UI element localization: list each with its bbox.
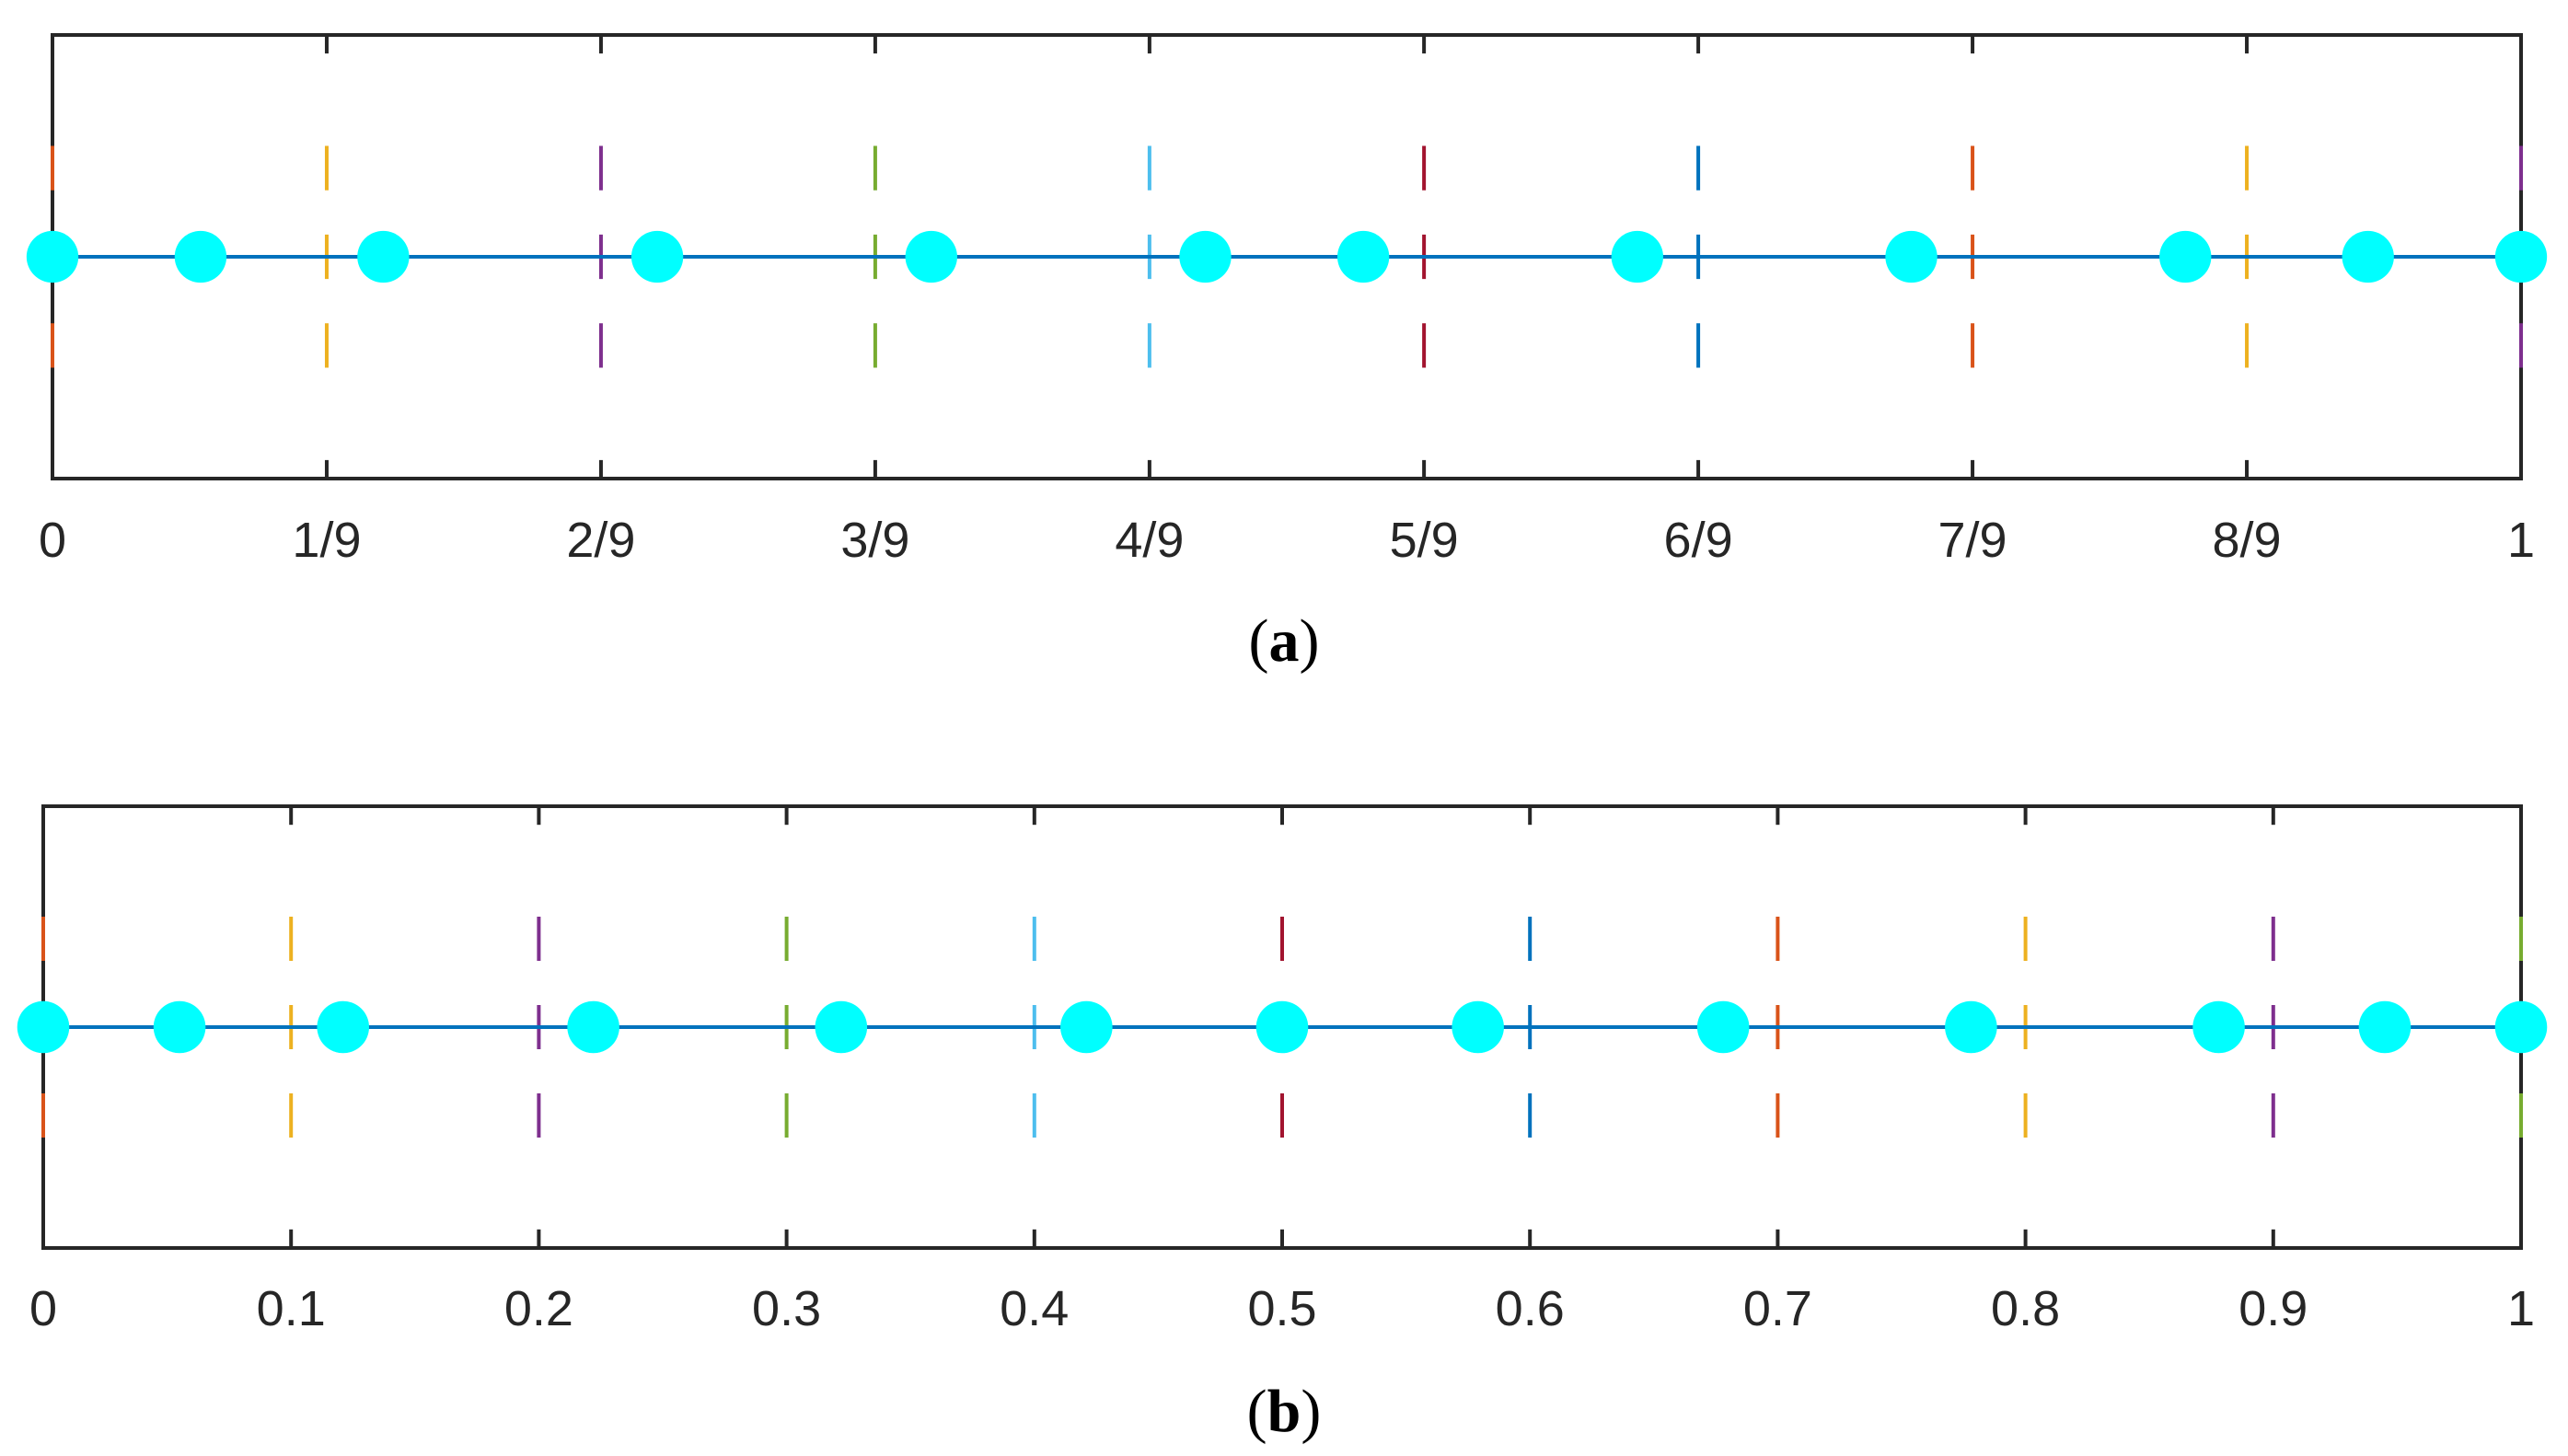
point-b-0 xyxy=(17,1000,70,1054)
point-b-6 xyxy=(1255,1000,1309,1054)
points-a xyxy=(26,230,2548,283)
panel-a: 0 1/9 2/9 3/9 4/9 5/9 6/9 7/9 8/9 1 (a) xyxy=(26,33,2548,675)
tick-label-b-10: 1 xyxy=(2507,1281,2535,1336)
tick-label-a-8: 8/9 xyxy=(2212,513,2281,568)
panel-b: 0 0.1 0.2 0.3 0.4 0.5 0.6 0.7 0.8 0.9 1 (b) xyxy=(17,804,2548,1445)
tick-marks-a xyxy=(51,35,2523,479)
point-b-2 xyxy=(317,1000,369,1054)
tick-label-b-4: 0.4 xyxy=(1000,1281,1069,1336)
tick-label-b-7: 0.7 xyxy=(1743,1281,1812,1336)
point-b-10 xyxy=(2192,1000,2245,1054)
point-a-0 xyxy=(26,230,79,283)
caption-a: (a) xyxy=(1249,607,1320,675)
point-a-10 xyxy=(2342,230,2394,283)
tick-label-a-6: 6/9 xyxy=(1664,513,1733,568)
point-a-2 xyxy=(357,230,410,283)
point-b-11 xyxy=(2358,1000,2412,1054)
tick-label-b-6: 0.6 xyxy=(1496,1281,1565,1336)
point-b-9 xyxy=(1945,1000,1997,1054)
point-a-1 xyxy=(174,230,227,283)
tick-label-b-8: 0.8 xyxy=(1991,1281,2060,1336)
tick-label-a-7: 7/9 xyxy=(1938,513,2007,568)
caption-b-letter: b xyxy=(1267,1378,1301,1445)
tick-label-a-0: 0 xyxy=(39,513,66,568)
tick-label-a-2: 2/9 xyxy=(566,513,635,568)
point-b-7 xyxy=(1452,1000,1504,1054)
tick-label-a-4: 4/9 xyxy=(1115,513,1184,568)
point-b-5 xyxy=(1060,1000,1113,1054)
tick-label-a-5: 5/9 xyxy=(1390,513,1459,568)
tick-labels-b: 0 0.1 0.2 0.3 0.4 0.5 0.6 0.7 0.8 0.9 1 xyxy=(29,1281,2535,1336)
point-a-4 xyxy=(905,230,957,283)
point-b-8 xyxy=(1696,1000,1750,1054)
point-a-11 xyxy=(2494,230,2548,283)
tick-label-a-1: 1/9 xyxy=(292,513,361,568)
tick-label-b-2: 0.2 xyxy=(504,1281,573,1336)
point-a-6 xyxy=(1336,230,1390,283)
tick-label-b-0: 0 xyxy=(29,1281,57,1336)
point-b-1 xyxy=(153,1000,206,1054)
tick-label-a-9: 1 xyxy=(2507,513,2535,568)
point-a-7 xyxy=(1611,230,1664,283)
point-b-12 xyxy=(2494,1000,2548,1054)
point-a-3 xyxy=(630,230,684,283)
caption-a-letter: a xyxy=(1269,607,1300,675)
caption-b: (b) xyxy=(1247,1378,1322,1445)
point-a-9 xyxy=(2159,230,2212,283)
tick-marks-b xyxy=(41,806,2523,1248)
point-b-3 xyxy=(567,1000,619,1054)
tick-label-b-1: 0.1 xyxy=(257,1281,326,1336)
points-b xyxy=(17,1000,2548,1054)
tick-label-b-3: 0.3 xyxy=(752,1281,821,1336)
tick-label-a-3: 3/9 xyxy=(840,513,909,568)
tick-label-b-5: 0.5 xyxy=(1247,1281,1316,1336)
tick-label-b-9: 0.9 xyxy=(2238,1281,2308,1336)
point-a-5 xyxy=(1179,230,1232,283)
point-a-8 xyxy=(1885,230,1938,283)
point-b-4 xyxy=(815,1000,868,1054)
tick-labels-a: 0 1/9 2/9 3/9 4/9 5/9 6/9 7/9 8/9 1 xyxy=(39,513,2535,568)
